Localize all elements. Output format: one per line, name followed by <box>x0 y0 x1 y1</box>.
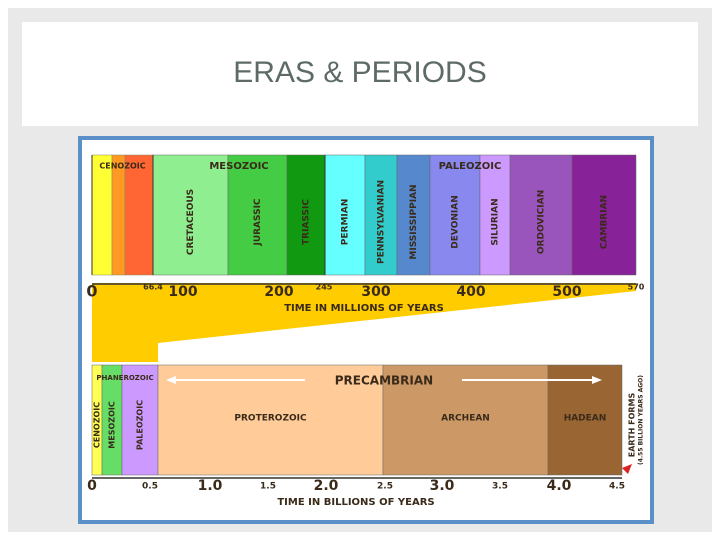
period-band <box>571 154 637 276</box>
red-arrow <box>622 464 632 474</box>
tick-label: 4.0 <box>547 478 572 494</box>
tick-label: 3.5 <box>492 482 508 492</box>
era-label: CENOZOIC <box>93 402 102 448</box>
period-label: ORDOVICIAN <box>537 190 547 254</box>
era-label: CENOZOIC <box>99 162 145 171</box>
period-label: DEVONIAN <box>451 195 461 248</box>
title-box <box>22 22 698 126</box>
tick-label: 100 <box>168 284 197 300</box>
eon-band <box>157 364 384 476</box>
axis-title: TIME IN MILLIONS OF YEARS <box>284 303 444 314</box>
tick-label: 1.0 <box>198 478 223 494</box>
tick-label: 66.4 <box>143 283 163 292</box>
tick-label: 245 <box>316 283 333 292</box>
era-label: MESOZOIC <box>108 401 117 449</box>
era-label: PALEOZOIC <box>439 161 502 172</box>
era-label: PALEOZOIC <box>136 400 145 450</box>
period-label: SILURIAN <box>491 198 501 245</box>
arrow-head <box>592 376 602 384</box>
axis-title: TIME IN BILLIONS OF YEARS <box>277 497 434 508</box>
tick-label: 400 <box>456 284 485 300</box>
period-band <box>286 154 326 276</box>
tick-label: 200 <box>264 284 293 300</box>
tick-label: 2.0 <box>314 478 339 494</box>
period-band <box>396 154 431 276</box>
tick-label: 2.5 <box>377 482 393 492</box>
eon-band <box>382 364 549 476</box>
eon-label: ARCHEAN <box>441 414 490 424</box>
period-label: PENNSYLVANIAN <box>377 180 387 264</box>
eon-label: HADEAN <box>564 414 607 424</box>
period-label: CAMBRIAN <box>600 195 610 249</box>
tick-label: 500 <box>552 284 581 300</box>
tick-label: 0 <box>86 282 97 301</box>
eon-band <box>547 364 623 476</box>
period-band <box>364 154 398 276</box>
note: EARTH FORMS <box>628 392 637 457</box>
zoom-funnel <box>92 283 636 362</box>
epoch-band <box>111 154 126 276</box>
epoch-band <box>124 154 154 276</box>
tick-label: 0 <box>87 478 97 494</box>
tick-label: 0.5 <box>142 482 158 492</box>
note-sub: (4.55 BILLION YEARS AGO) <box>638 375 645 465</box>
epoch-band <box>91 154 113 276</box>
phanerozoic-band <box>121 364 159 476</box>
era-label: MESOZOIC <box>209 161 268 172</box>
slide-title: ERAS & PERIODS <box>233 56 486 89</box>
tick-label: 300 <box>361 284 390 300</box>
eon-header: PHANEROZOIC <box>96 374 153 382</box>
eon-label: PROTEROZOIC <box>234 414 307 424</box>
precambrian-label: PRECAMBRIAN <box>335 374 433 388</box>
tick-label: 1.5 <box>260 482 276 492</box>
arrow-head <box>166 376 176 384</box>
period-band <box>152 154 229 276</box>
period-label: JURASSIC <box>253 198 263 246</box>
period-label: MISSISSIPPIAN <box>409 184 419 259</box>
tick-label: 4.5 <box>609 482 625 492</box>
tick-label: 3.0 <box>430 478 455 494</box>
period-band <box>324 154 366 276</box>
period-label: TRIASSIC <box>302 199 312 245</box>
period-band <box>509 154 573 276</box>
period-label: PERMIAN <box>341 199 351 245</box>
period-band <box>429 154 481 276</box>
period-band <box>227 154 288 276</box>
tick-label: 570 <box>628 283 645 292</box>
period-label: CRETACEOUS <box>186 189 196 255</box>
